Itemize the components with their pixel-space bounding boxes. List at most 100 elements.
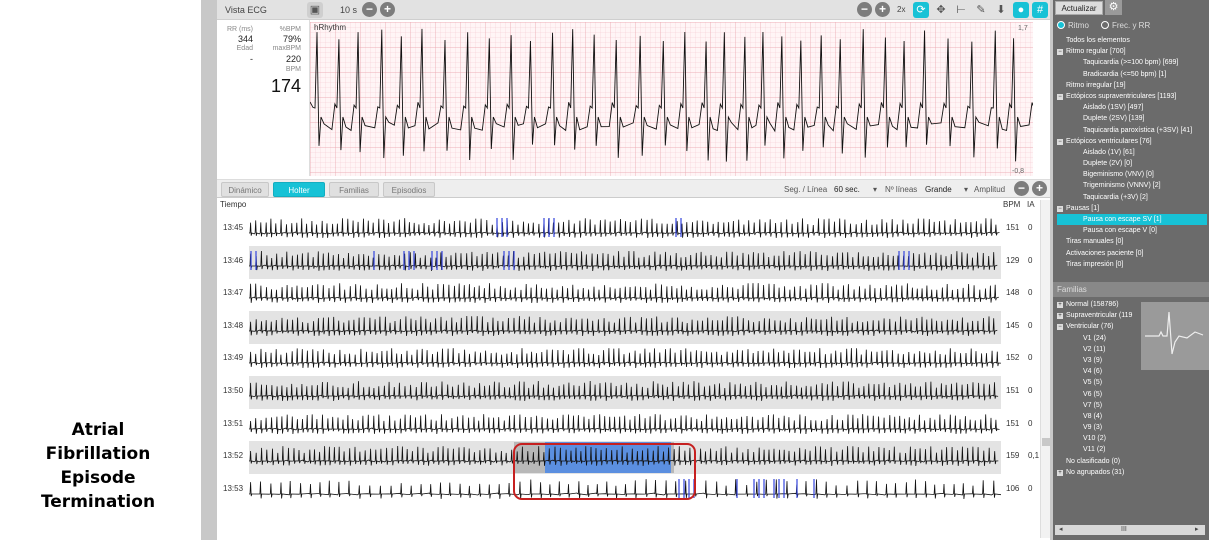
amplitude-minus-button[interactable]: − xyxy=(1014,181,1029,196)
collapse-icon[interactable]: − xyxy=(1057,138,1063,145)
marker-icon[interactable]: ⬇ xyxy=(996,4,1006,16)
collapse-icon[interactable]: − xyxy=(1057,324,1063,331)
sync-icon[interactable]: ⟳ xyxy=(913,2,929,18)
holter-row[interactable]: 13:52 159 0,1 xyxy=(217,441,1050,475)
holter-row[interactable]: 13:45 151 0 xyxy=(217,213,1050,246)
radio-frec-dot[interactable] xyxy=(1101,21,1109,29)
radio-ritmo-dot[interactable] xyxy=(1057,21,1065,29)
expand-icon[interactable]: + xyxy=(1057,469,1063,476)
tree-item[interactable]: Activaciones paciente [0] xyxy=(1057,248,1207,259)
zoom-in-button[interactable]: + xyxy=(875,2,890,17)
tree-item[interactable]: Bigeminismo (VNV) [0] xyxy=(1057,169,1207,180)
tab-dinamico[interactable]: Dinámico xyxy=(221,182,269,197)
tab-episodios[interactable]: Episodios xyxy=(383,182,435,197)
tree-item[interactable]: V5 (5) xyxy=(1057,377,1207,388)
tree-item[interactable]: V8 (4) xyxy=(1057,411,1207,422)
tree-item-label: Activaciones paciente [0] xyxy=(1066,249,1144,257)
row-strip[interactable] xyxy=(249,213,1001,246)
expand-icon[interactable]: + xyxy=(1057,313,1063,320)
measure-icon[interactable]: ⊢ xyxy=(956,4,966,16)
holter-row[interactable]: 13:53 106 0 xyxy=(217,474,1050,507)
update-button[interactable]: Actualizar xyxy=(1055,1,1103,15)
tree-item[interactable]: + Supraventricular (119 xyxy=(1057,310,1207,321)
tree-item[interactable]: + Normal (158786) xyxy=(1057,299,1207,310)
expand-icon[interactable]: + xyxy=(1057,302,1063,308)
ecg-rhythm-chart[interactable]: hRhythm 1,7 -0,8 xyxy=(310,22,1033,176)
grid-icon[interactable]: # xyxy=(1032,2,1048,18)
tree-item[interactable]: V9 (3) xyxy=(1057,422,1207,433)
tree-item[interactable]: − Ectópicos supraventriculares [1193] xyxy=(1057,91,1207,102)
zoom-out-button[interactable]: − xyxy=(857,2,872,17)
tree-item[interactable]: − Ritmo regular [700] xyxy=(1057,46,1207,57)
tab-holter[interactable]: Holter xyxy=(273,182,325,197)
row-bpm: 159 xyxy=(1006,451,1020,461)
row-strip[interactable] xyxy=(249,474,1001,507)
collapse-icon[interactable]: − xyxy=(1057,49,1063,56)
lines-select[interactable]: Grande xyxy=(925,185,952,194)
tree-item[interactable]: Bradicardia (<=50 bpm) [1] xyxy=(1057,69,1207,80)
holter-row[interactable]: 13:48 145 0 xyxy=(217,310,1050,344)
scroll-left-arrow[interactable]: ◂ xyxy=(1059,526,1063,533)
tree-item[interactable]: Taquicardia (>=100 bpm) [699] xyxy=(1057,57,1207,68)
tree-item[interactable]: Aislado (1SV) [497] xyxy=(1057,102,1207,113)
strips-scrollbar[interactable] xyxy=(1040,200,1050,538)
tree-item[interactable]: Tiras impresión [0] xyxy=(1057,259,1207,270)
tree-item[interactable]: V3 (9) xyxy=(1057,355,1207,366)
maxbpm-label: maxBPM xyxy=(272,45,301,52)
row-strip[interactable] xyxy=(249,376,1001,409)
collapse-icon[interactable]: − xyxy=(1057,205,1063,212)
tree-item[interactable]: Ritmo irregular [19] xyxy=(1057,80,1207,91)
row-strip[interactable] xyxy=(249,441,1001,475)
holter-row[interactable]: 13:49 152 0 xyxy=(217,343,1050,376)
bulb-icon[interactable]: ● xyxy=(1013,2,1029,18)
tree-item[interactable]: Duplete (2SV) [139] xyxy=(1057,113,1207,124)
tree-item[interactable]: − Ectópicos ventriculares [76] xyxy=(1057,136,1207,147)
tree-item[interactable]: V2 (11) xyxy=(1057,344,1207,355)
scrollbar-thumb[interactable] xyxy=(1042,438,1050,446)
tree-item[interactable]: Tiras manuales [0] xyxy=(1057,236,1207,247)
tree-item[interactable]: V6 (5) xyxy=(1057,389,1207,400)
holter-row[interactable]: 13:51 151 0 xyxy=(217,409,1050,442)
tab-familias[interactable]: Familias xyxy=(329,182,379,197)
camera-icon[interactable]: ▣ xyxy=(307,2,323,18)
caliper-icon[interactable]: ✎ xyxy=(976,4,986,16)
tree-item[interactable]: − Ventricular (76) xyxy=(1057,321,1207,332)
tree-item[interactable]: Pausa con escape SV [1] xyxy=(1057,214,1207,226)
tree-item[interactable]: Taquicardia paroxística (+3SV) [41] xyxy=(1057,125,1207,136)
duration-minus-button[interactable]: − xyxy=(362,2,377,17)
tree-item[interactable]: V10 (2) xyxy=(1057,433,1207,444)
tree-item[interactable]: V11 (2) xyxy=(1057,444,1207,455)
holter-row[interactable]: 13:50 151 0 xyxy=(217,376,1050,409)
tree-item[interactable]: Pausa con escape V [0] xyxy=(1057,225,1207,236)
tree-item[interactable]: Duplete (2V) [0] xyxy=(1057,158,1207,169)
tree-item[interactable]: + No agrupados (31) xyxy=(1057,467,1207,478)
duration-plus-button[interactable]: + xyxy=(380,2,395,17)
gear-icon[interactable]: ⚙ xyxy=(1105,0,1122,15)
holter-row[interactable]: 13:46 129 0 xyxy=(217,245,1050,279)
tree-item[interactable]: Todos los elementos xyxy=(1057,35,1207,46)
row-strip[interactable] xyxy=(249,310,1001,344)
row-strip[interactable] xyxy=(249,278,1001,311)
holter-row[interactable]: 13:47 148 0 xyxy=(217,278,1050,311)
row-strip[interactable] xyxy=(249,409,1001,442)
amplitude-plus-button[interactable]: + xyxy=(1032,181,1047,196)
radio-frec[interactable]: Frec. y RR xyxy=(1101,20,1150,31)
row-strip[interactable] xyxy=(249,245,1001,279)
tree-item[interactable]: − Pausas [1] xyxy=(1057,203,1207,214)
tree-item[interactable]: Aislado (1V) [61] xyxy=(1057,147,1207,158)
tree-item[interactable]: V7 (5) xyxy=(1057,400,1207,411)
lines-dropdown-icon[interactable]: ▾ xyxy=(964,185,969,194)
scroll-right-arrow[interactable]: ▸ xyxy=(1195,526,1199,533)
tree-item[interactable]: No clasificado (0) xyxy=(1057,456,1207,467)
tree-item[interactable]: V1 (24) xyxy=(1057,333,1207,344)
seg-select[interactable]: 60 sec. xyxy=(834,185,860,194)
tree-item[interactable]: Taquicardia (+3V) [2] xyxy=(1057,192,1207,203)
collapse-icon[interactable]: − xyxy=(1057,93,1063,100)
row-strip[interactable] xyxy=(249,343,1001,376)
seg-dropdown-icon[interactable]: ▾ xyxy=(873,185,878,194)
move-icon[interactable]: ✥ xyxy=(936,4,946,16)
tree-item[interactable]: Trigeminismo (VNNV) [2] xyxy=(1057,180,1207,191)
tree-item[interactable]: V4 (6) xyxy=(1057,366,1207,377)
radio-ritmo[interactable]: Ritmo xyxy=(1057,20,1089,31)
sidebar-hscrollbar[interactable]: ◂ III ▸ xyxy=(1055,525,1205,535)
